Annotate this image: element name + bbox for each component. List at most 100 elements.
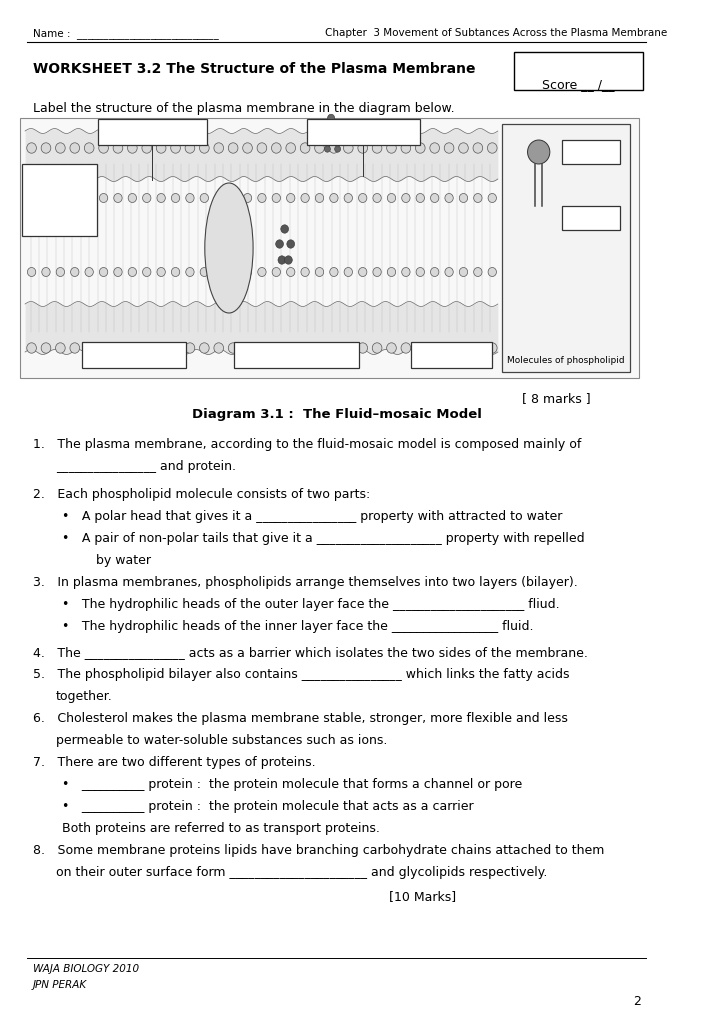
Circle shape bbox=[258, 194, 266, 203]
Circle shape bbox=[358, 343, 368, 353]
Circle shape bbox=[142, 142, 152, 154]
Text: • A pair of non-polar tails that give it a ____________________ property with re: • A pair of non-polar tails that give it… bbox=[62, 532, 585, 545]
Circle shape bbox=[315, 194, 323, 203]
Circle shape bbox=[460, 267, 468, 276]
Circle shape bbox=[276, 240, 283, 248]
Circle shape bbox=[271, 142, 281, 154]
Circle shape bbox=[330, 194, 338, 203]
Circle shape bbox=[402, 194, 410, 203]
Text: by water: by water bbox=[96, 554, 151, 567]
Circle shape bbox=[359, 194, 367, 203]
Circle shape bbox=[315, 343, 324, 353]
Circle shape bbox=[185, 142, 195, 154]
Text: 2: 2 bbox=[633, 995, 641, 1008]
Circle shape bbox=[329, 343, 339, 353]
Circle shape bbox=[85, 194, 94, 203]
Circle shape bbox=[286, 194, 295, 203]
Circle shape bbox=[243, 343, 252, 353]
Circle shape bbox=[431, 267, 439, 276]
Circle shape bbox=[28, 194, 36, 203]
Circle shape bbox=[430, 343, 439, 353]
Circle shape bbox=[344, 194, 352, 203]
Bar bbox=[410, 342, 492, 368]
Bar bbox=[562, 206, 619, 230]
Circle shape bbox=[27, 142, 36, 154]
Text: Molecules of phospholipid: Molecules of phospholipid bbox=[507, 356, 624, 365]
Circle shape bbox=[402, 267, 410, 276]
Circle shape bbox=[431, 194, 439, 203]
Circle shape bbox=[200, 194, 209, 203]
Circle shape bbox=[215, 267, 223, 276]
Circle shape bbox=[128, 343, 137, 353]
Text: • A polar head that gives it a ________________ property with attracted to water: • A polar head that gives it a _________… bbox=[62, 510, 563, 523]
Circle shape bbox=[528, 140, 550, 164]
Circle shape bbox=[56, 343, 65, 353]
Circle shape bbox=[401, 343, 410, 353]
Text: [ 8 marks ]: [ 8 marks ] bbox=[522, 392, 591, 406]
Circle shape bbox=[170, 142, 181, 154]
Text: • __________ protein :  the protein molecule that acts as a carrier: • __________ protein : the protein molec… bbox=[62, 800, 474, 813]
Circle shape bbox=[143, 194, 151, 203]
Bar bbox=[307, 119, 420, 145]
Circle shape bbox=[113, 142, 123, 154]
Circle shape bbox=[171, 267, 180, 276]
Circle shape bbox=[42, 267, 50, 276]
Circle shape bbox=[444, 343, 454, 353]
Bar bbox=[82, 342, 186, 368]
Circle shape bbox=[28, 267, 36, 276]
Circle shape bbox=[445, 267, 453, 276]
Circle shape bbox=[272, 194, 281, 203]
Circle shape bbox=[415, 142, 425, 154]
Bar bbox=[20, 118, 639, 378]
Circle shape bbox=[70, 343, 80, 353]
Circle shape bbox=[487, 142, 497, 154]
Circle shape bbox=[416, 267, 424, 276]
Circle shape bbox=[171, 194, 180, 203]
Circle shape bbox=[215, 194, 223, 203]
Circle shape bbox=[386, 343, 397, 353]
Text: WAJA BIOLOGY 2010: WAJA BIOLOGY 2010 bbox=[33, 964, 138, 974]
Circle shape bbox=[99, 142, 109, 154]
Circle shape bbox=[243, 142, 252, 154]
Circle shape bbox=[114, 194, 122, 203]
Bar bbox=[98, 119, 207, 145]
Circle shape bbox=[70, 194, 79, 203]
Circle shape bbox=[324, 145, 331, 153]
Circle shape bbox=[41, 343, 51, 353]
Circle shape bbox=[301, 194, 310, 203]
Circle shape bbox=[244, 267, 252, 276]
Circle shape bbox=[344, 343, 353, 353]
Circle shape bbox=[415, 343, 425, 353]
Circle shape bbox=[473, 194, 482, 203]
Ellipse shape bbox=[204, 183, 253, 313]
FancyBboxPatch shape bbox=[513, 52, 643, 90]
Circle shape bbox=[229, 267, 237, 276]
Circle shape bbox=[228, 142, 238, 154]
Circle shape bbox=[416, 194, 424, 203]
Circle shape bbox=[128, 142, 137, 154]
Circle shape bbox=[315, 142, 324, 154]
Circle shape bbox=[143, 267, 151, 276]
Circle shape bbox=[185, 343, 195, 353]
Circle shape bbox=[473, 142, 483, 154]
Circle shape bbox=[214, 343, 223, 353]
Circle shape bbox=[344, 142, 353, 154]
Circle shape bbox=[199, 343, 210, 353]
Circle shape bbox=[257, 142, 267, 154]
Circle shape bbox=[84, 343, 94, 353]
Circle shape bbox=[281, 225, 289, 233]
Text: 3. In plasma membranes, phospholipids arrange themselves into two layers (bilaye: 3. In plasma membranes, phospholipids ar… bbox=[33, 575, 577, 589]
Circle shape bbox=[170, 343, 181, 353]
Circle shape bbox=[328, 115, 335, 122]
Circle shape bbox=[284, 256, 292, 264]
Circle shape bbox=[70, 142, 80, 154]
Circle shape bbox=[99, 343, 109, 353]
Circle shape bbox=[56, 142, 65, 154]
Circle shape bbox=[57, 194, 65, 203]
Circle shape bbox=[459, 142, 468, 154]
Text: 5. The phospholipid bilayer also contains ________________ which links the fatty: 5. The phospholipid bilayer also contain… bbox=[33, 668, 569, 681]
Circle shape bbox=[372, 142, 382, 154]
Text: [10 Marks]: [10 Marks] bbox=[389, 890, 456, 903]
Text: on their outer surface form ______________________ and glycolipids respectively.: on their outer surface form ____________… bbox=[56, 866, 547, 879]
Circle shape bbox=[329, 142, 339, 154]
